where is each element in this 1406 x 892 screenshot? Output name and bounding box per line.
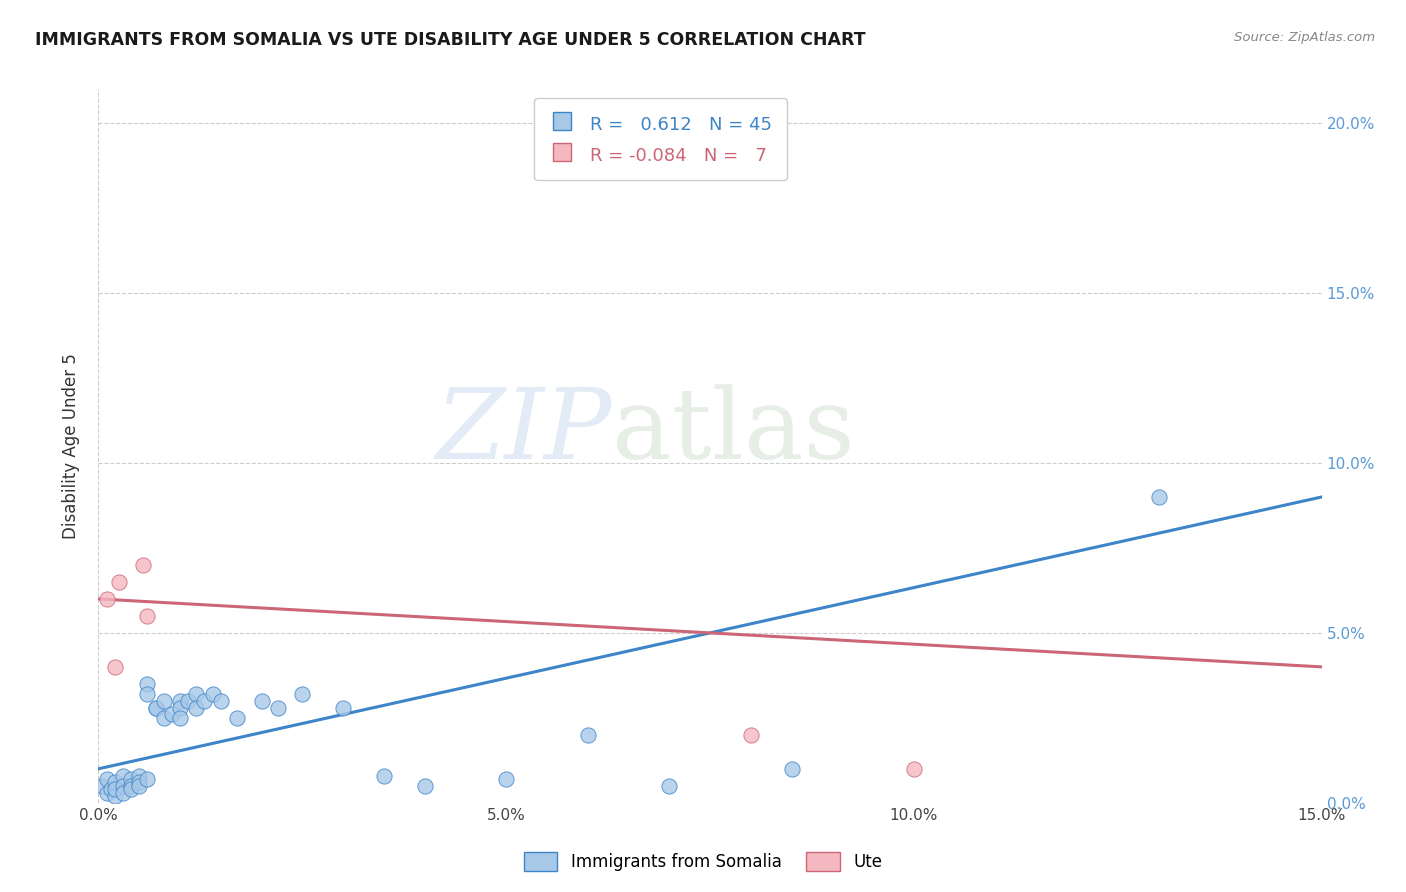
Point xyxy=(100,782,122,797)
Point xyxy=(160,707,183,722)
Y-axis label: Disability Age Under 5: Disability Age Under 5 xyxy=(62,353,80,539)
Point xyxy=(169,711,191,725)
Point xyxy=(169,700,191,714)
Point xyxy=(136,772,159,786)
Text: ZIP: ZIP xyxy=(436,384,612,479)
Point xyxy=(495,772,517,786)
Point xyxy=(413,779,436,793)
Point xyxy=(145,700,167,714)
Text: atlas: atlas xyxy=(612,384,855,480)
Point xyxy=(169,694,191,708)
Point xyxy=(740,728,762,742)
Point xyxy=(152,694,174,708)
Point xyxy=(250,694,273,708)
Point xyxy=(108,574,131,589)
Point xyxy=(104,660,127,674)
Point xyxy=(152,711,174,725)
Point xyxy=(177,694,200,708)
Point xyxy=(128,779,150,793)
Text: IMMIGRANTS FROM SOMALIA VS UTE DISABILITY AGE UNDER 5 CORRELATION CHART: IMMIGRANTS FROM SOMALIA VS UTE DISABILIT… xyxy=(35,31,866,49)
Point xyxy=(1147,490,1170,504)
Point xyxy=(186,700,208,714)
Point xyxy=(91,779,114,793)
Point xyxy=(111,769,134,783)
Legend: Immigrants from Somalia, Ute: Immigrants from Somalia, Ute xyxy=(516,843,890,880)
Point xyxy=(193,694,215,708)
Point xyxy=(111,779,134,793)
Point xyxy=(111,786,134,800)
Point xyxy=(291,687,314,701)
Point xyxy=(209,694,232,708)
Point xyxy=(136,677,159,691)
Point xyxy=(780,762,803,776)
Point xyxy=(104,789,127,803)
Point xyxy=(104,775,127,789)
Point xyxy=(145,700,167,714)
Point xyxy=(373,769,395,783)
Point xyxy=(128,775,150,789)
Point xyxy=(903,762,925,776)
Point xyxy=(128,769,150,783)
Point xyxy=(186,687,208,701)
Point xyxy=(201,687,224,701)
Point xyxy=(120,772,142,786)
Point xyxy=(120,782,142,797)
Point xyxy=(267,700,290,714)
Point xyxy=(226,711,249,725)
Point xyxy=(96,772,118,786)
Point xyxy=(332,700,354,714)
Point xyxy=(132,558,155,572)
Point xyxy=(136,687,159,701)
Legend: R =   0.612   N = 45, R = -0.084   N =   7: R = 0.612 N = 45, R = -0.084 N = 7 xyxy=(534,98,786,180)
Point xyxy=(104,782,127,797)
Point xyxy=(136,608,159,623)
Point xyxy=(658,779,681,793)
Point xyxy=(576,728,599,742)
Point xyxy=(120,779,142,793)
Text: Source: ZipAtlas.com: Source: ZipAtlas.com xyxy=(1234,31,1375,45)
Point xyxy=(96,786,118,800)
Point xyxy=(96,591,118,606)
